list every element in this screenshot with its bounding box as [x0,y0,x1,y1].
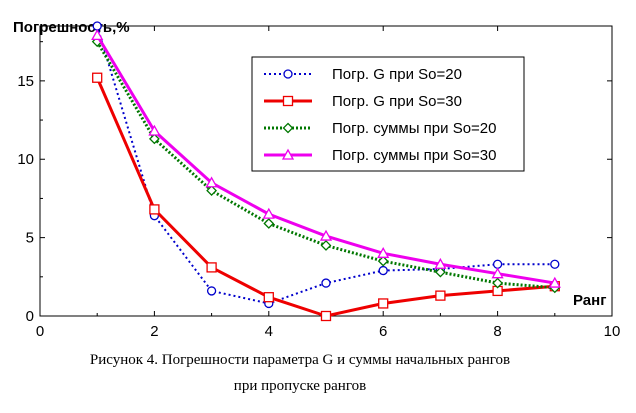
data-point [92,72,103,83]
data-point [491,267,504,279]
data-point [492,277,504,289]
figure-caption-line-2: при пропуске рангов [233,378,367,394]
legend: Погр. G при So=20 Погр. G при So=30 Погр. … [251,56,525,172]
legend-entry: Погр. G при So=30 [332,93,462,110]
data-point [149,204,160,215]
x-tick-label: 8 [493,323,501,340]
figure-caption-line-1: Рисунок 4. Погрешности параметра G и сум… [89,352,511,368]
data-point [92,21,102,31]
series-3 [91,36,561,294]
y-axis-label: Погрешность,% [13,19,130,36]
chart: 0 2 4 6 8 10 0 5 10 15 Погрешность,% Ранг Погр. G п… [13,19,621,340]
data-point [378,265,388,276]
legend-marker [281,148,295,160]
x-tick-label: 2 [150,323,158,340]
data-point [148,124,161,136]
legend-marker [283,69,293,79]
legend-marker [282,122,294,134]
x-axis-label: Ранг [573,292,606,309]
data-point [263,218,275,229]
data-point [320,240,332,251]
data-point [548,276,561,288]
data-point [206,185,218,197]
data-point [321,278,331,288]
data-point [377,255,389,267]
y-tick-label: 10 [17,151,34,168]
data-point [263,292,274,303]
legend-entry: Погр. суммы при So=30 [332,147,496,164]
x-tick-label: 0 [36,323,44,340]
data-point [378,298,389,309]
y-tick-label: 5 [26,230,34,247]
data-point [262,207,275,219]
data-point [320,310,332,322]
data-point [205,176,218,188]
x-tick-label: 6 [379,323,387,340]
data-point [434,266,446,278]
x-tick-label: 10 [604,323,621,340]
data-point [550,259,560,269]
data-point [377,246,390,258]
data-point [148,133,160,145]
data-point [206,262,217,273]
y-tick-label: 15 [17,73,34,90]
legend-entry: Погр. G при So=20 [332,66,462,83]
series-4 [91,29,561,288]
data-point [434,257,447,269]
legend-marker [282,95,294,107]
y-tick-label: 0 [26,308,34,325]
data-point [492,259,503,269]
legend-box [251,56,525,172]
data-point [206,286,217,296]
legend-entry: Погр. суммы при So=20 [332,120,496,137]
data-point [319,229,333,241]
data-point [91,29,104,41]
x-tick-label: 4 [265,323,273,340]
data-point [435,290,446,301]
